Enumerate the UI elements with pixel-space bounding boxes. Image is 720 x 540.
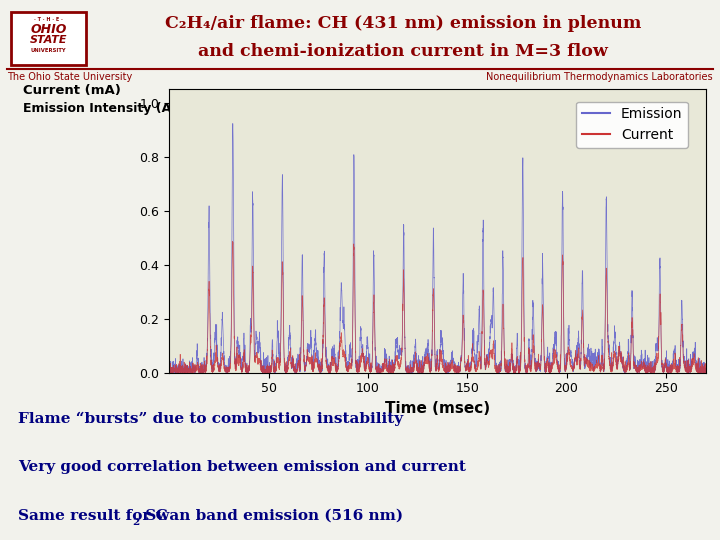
Text: OHIO: OHIO: [30, 23, 67, 36]
Text: Same result for C: Same result for C: [18, 509, 168, 523]
X-axis label: Time (msec): Time (msec): [384, 401, 490, 416]
Text: C₂H₄/air flame: CH (431 nm) emission in plenum: C₂H₄/air flame: CH (431 nm) emission in …: [165, 15, 642, 32]
Text: Swan band emission (516 nm): Swan band emission (516 nm): [140, 509, 404, 523]
Text: STATE: STATE: [30, 35, 68, 45]
Text: UNIVERSITY: UNIVERSITY: [31, 48, 66, 53]
Text: Nonequilibrium Thermodynamics Laboratories: Nonequilibrium Thermodynamics Laboratori…: [486, 72, 713, 83]
Text: Current (mA): Current (mA): [23, 84, 121, 97]
Text: and chemi-ionization current in M=3 flow: and chemi-ionization current in M=3 flow: [198, 43, 608, 60]
Legend: Emission, Current: Emission, Current: [577, 102, 688, 148]
Text: · T · H · E ·: · T · H · E ·: [34, 17, 63, 22]
Text: Flame “bursts” due to combustion instability: Flame “bursts” due to combustion instabi…: [18, 411, 403, 426]
Text: Emission Intensity (Arbitrary Units): Emission Intensity (Arbitrary Units): [23, 102, 271, 115]
Text: Very good correlation between emission and current: Very good correlation between emission a…: [18, 460, 466, 474]
Text: 2: 2: [132, 518, 139, 526]
Text: The Ohio State University: The Ohio State University: [7, 72, 132, 83]
FancyBboxPatch shape: [12, 11, 86, 65]
